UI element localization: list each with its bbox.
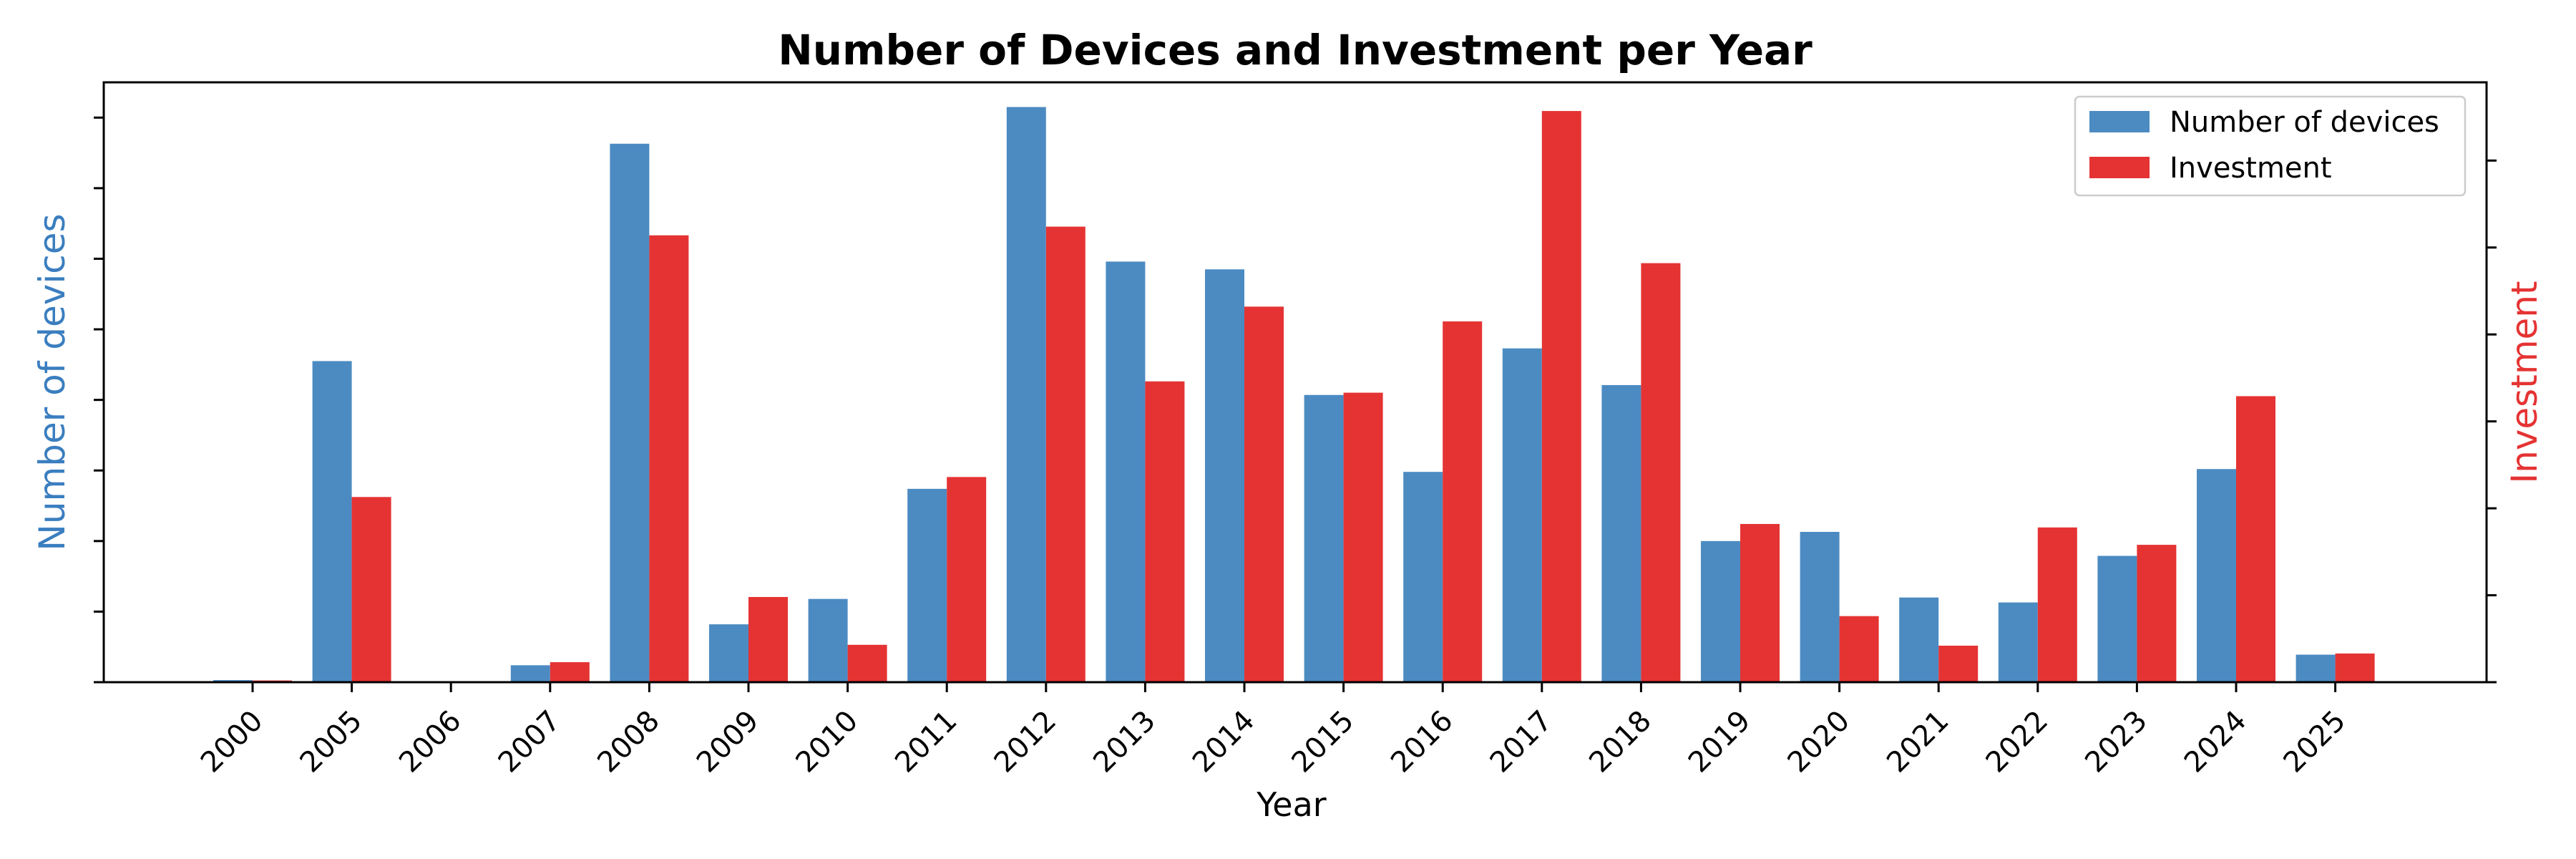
bar-devices-2008 [610,143,650,683]
bar-devices-2022 [1998,602,2038,682]
bar-investment-2019 [1740,523,1780,682]
bar-devices-2020 [1800,532,1840,682]
bar-investment-2020 [1839,616,1879,682]
bar-devices-2013 [1106,261,1146,682]
chart-title: Number of Devices and Investment per Yea… [778,26,1813,74]
bar-investment-2005 [351,497,391,682]
bar-investment-2010 [847,644,887,682]
bar-devices-2023 [2097,555,2137,682]
bar-devices-2005 [312,361,352,682]
right-y-axis-ticks [2487,159,2497,684]
legend-label-investment: Investment [2170,152,2332,185]
legend-swatch-investment [2089,157,2150,178]
bar-investment-2021 [1938,645,1979,682]
bar-investment-2014 [1244,306,1284,683]
bar-investment-2011 [947,477,987,682]
plot-frame [102,81,2488,684]
bar-devices-2011 [907,488,947,682]
bar-investment-2018 [1641,263,1681,682]
bar-investment-2025 [2335,653,2375,682]
bar-devices-2012 [1006,107,1046,683]
bar-investment-2016 [1443,321,1483,682]
bar-investment-2024 [2236,396,2275,682]
bar-investment-2022 [2037,527,2077,682]
legend-label-devices: Number of devices [2170,106,2439,139]
bars-layer [213,107,2375,683]
bar-devices-2016 [1403,472,1443,682]
bar-investment-2013 [1145,381,1185,682]
bar-investment-2012 [1045,226,1085,682]
bar-devices-2014 [1205,269,1244,683]
bar-devices-2024 [2197,469,2236,682]
bar-devices-2025 [2296,654,2336,682]
bar-investment-2008 [649,235,689,682]
bar-investment-2015 [1343,392,1383,682]
left-y-axis-ticks [94,116,104,684]
bar-devices-2018 [1601,384,1641,682]
bar-investment-2023 [2137,545,2177,682]
bar-devices-2015 [1304,394,1344,682]
bar-devices-2007 [510,665,550,682]
left-y-axis-label: Number of devices [31,213,73,550]
legend-swatch-devices [2089,111,2150,132]
bar-devices-2010 [808,598,848,682]
bar-investment-2009 [748,596,788,682]
bar-devices-2009 [709,624,748,682]
legend: Number of devices Investment [2074,95,2467,197]
bar-devices-2017 [1502,348,1542,682]
x-axis-label: Year [1256,785,1326,824]
right-y-axis-label: Investment [2504,281,2545,483]
bar-devices-2019 [1701,540,1740,682]
bar-investment-2007 [550,662,590,682]
bar-devices-2021 [1899,597,1939,682]
legend-box [2074,95,2467,197]
bar-investment-2017 [1541,111,1581,683]
